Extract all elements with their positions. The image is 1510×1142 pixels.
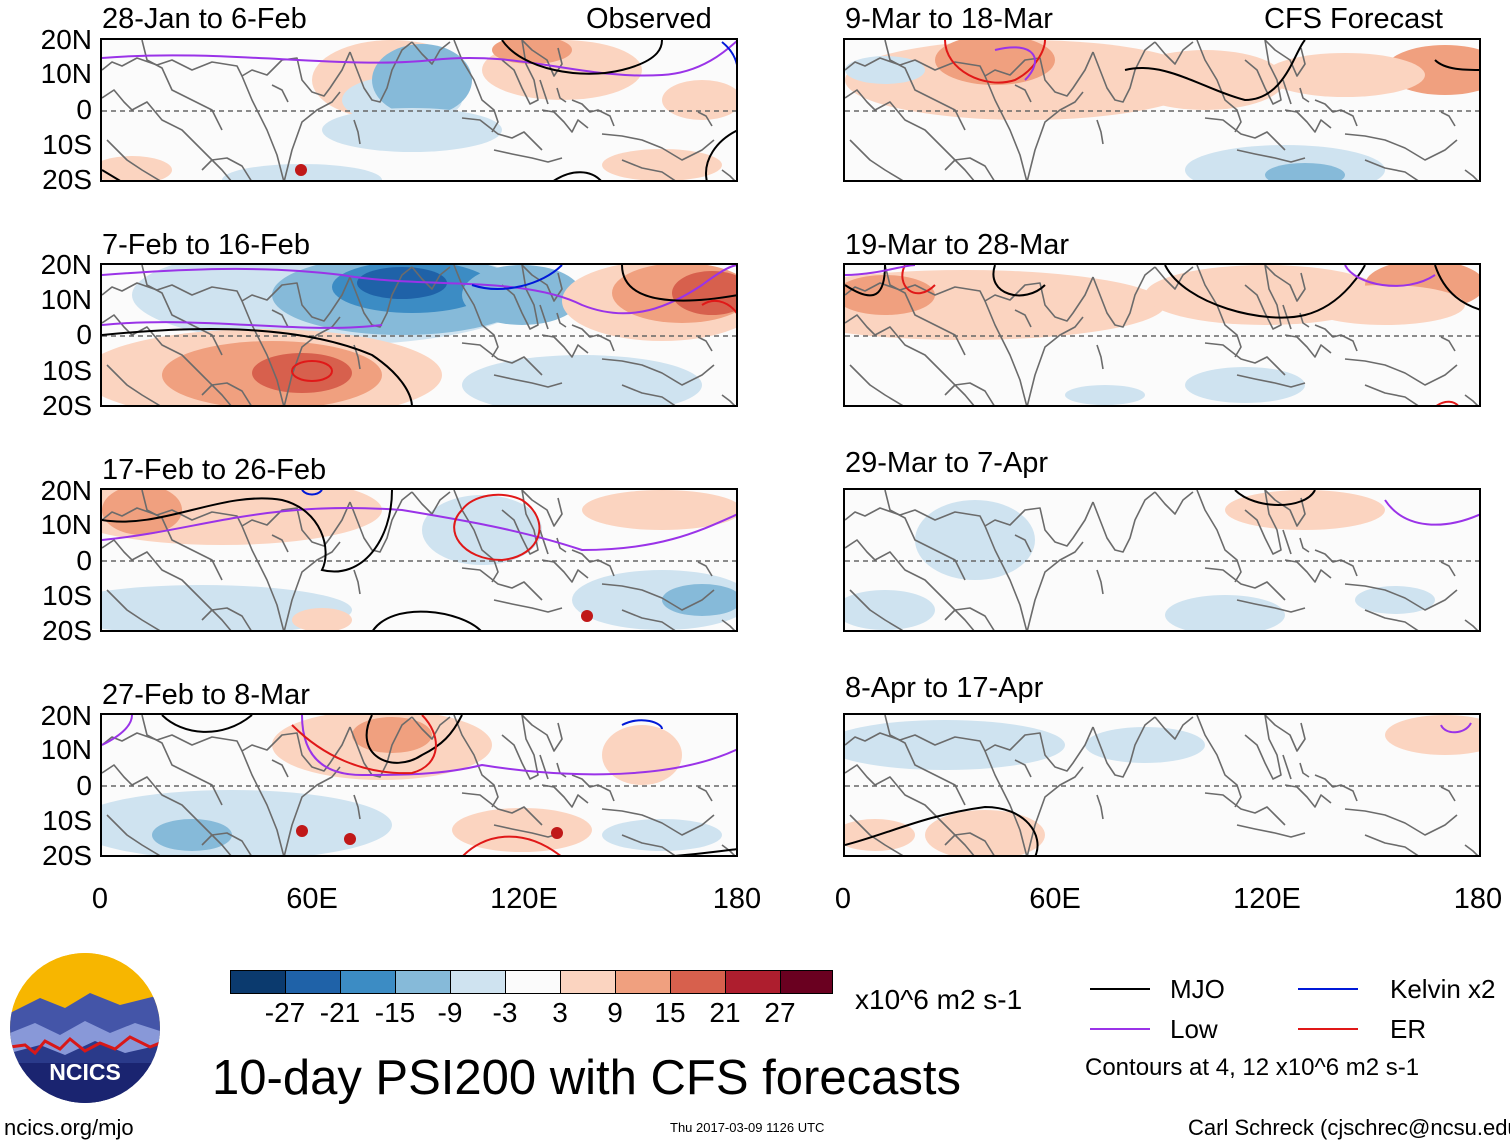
colorbar-tick: 3 xyxy=(552,997,568,1028)
observed-panel-title-1: 28-Jan to 6-Feb xyxy=(102,3,307,35)
colorbar-cell xyxy=(725,970,781,994)
lat-label-0: 0 xyxy=(76,770,92,801)
colorbar-cell xyxy=(340,970,396,994)
lat-label-20s: 20S xyxy=(42,390,92,421)
colorbar-cell xyxy=(780,970,833,994)
colorbar-tick: -3 xyxy=(492,997,518,1028)
footer-timestamp: Thu 2017-03-09 1126 UTC xyxy=(670,1120,825,1135)
lat-label-10n: 10N xyxy=(40,734,92,765)
observed-panel-title-4: 27-Feb to 8-Mar xyxy=(102,679,310,711)
observed-panel-title-3: 17-Feb to 26-Feb xyxy=(102,454,327,486)
page-title: 10-day PSI200 with CFS forecasts xyxy=(212,1051,961,1105)
observed-panel-title-2: 7-Feb to 16-Feb xyxy=(102,229,310,261)
ncics-logo-art xyxy=(10,953,160,1103)
colorbar-tick: 9 xyxy=(607,997,623,1028)
lat-label-10s: 10S xyxy=(42,805,92,836)
colorbar-tick: 21 xyxy=(709,997,741,1028)
forecast-panel-title-4: 8-Apr to 17-Apr xyxy=(845,672,1044,704)
lat-label-10s: 10S xyxy=(42,580,92,611)
colorbar-cell xyxy=(450,970,506,994)
lon-label-180: 180 xyxy=(712,883,762,915)
observed-label: Observed xyxy=(586,3,712,35)
lat-label-0: 0 xyxy=(76,94,92,125)
colorbar-tick: -15 xyxy=(374,997,416,1028)
forecast-panel-title-1: 9-Mar to 18-Mar xyxy=(845,3,1053,35)
lon-label-0: 0 xyxy=(91,883,109,915)
legend-line-mjo xyxy=(1090,988,1150,990)
map-svg-forecast-1 xyxy=(845,40,1479,180)
lon-label-180: 180 xyxy=(1453,883,1503,915)
map-svg-observed-1 xyxy=(102,40,736,180)
map-panel-observed-2 xyxy=(100,263,738,407)
map-svg-observed-4 xyxy=(102,715,736,855)
lat-label-20n: 20N xyxy=(40,475,92,506)
lat-label-20n: 20N xyxy=(40,24,92,55)
lon-label-0: 0 xyxy=(834,883,852,915)
lat-label-10n: 10N xyxy=(40,58,92,89)
lat-label-10n: 10N xyxy=(40,284,92,315)
colorbar-tick: -9 xyxy=(437,997,463,1028)
map-panel-forecast-3 xyxy=(843,488,1481,632)
footer-url[interactable]: ncics.org/mjo xyxy=(4,1115,134,1140)
legend-label-kelvin: Kelvin x2 xyxy=(1390,974,1496,1004)
legend-label-low: Low xyxy=(1170,1014,1218,1044)
lon-label-120e: 120E xyxy=(490,883,558,915)
map-svg-forecast-4 xyxy=(845,715,1479,855)
map-panel-forecast-4 xyxy=(843,713,1481,857)
map-panel-observed-3 xyxy=(100,488,738,632)
colorbar-tick: -21 xyxy=(319,997,361,1028)
lat-label-0: 0 xyxy=(76,319,92,350)
map-panel-observed-4 xyxy=(100,713,738,857)
map-panel-observed-1 xyxy=(100,38,738,182)
colorbar-cell xyxy=(560,970,616,994)
colorbar-tick: -27 xyxy=(264,997,306,1028)
colorbar-cell xyxy=(505,970,561,994)
logo-text: NCICS xyxy=(49,1059,121,1085)
footer-author: Carl Schreck (cjschrec@ncsu.edu) xyxy=(1188,1115,1510,1140)
lat-label-20n: 20N xyxy=(40,700,92,731)
map-svg-observed-3 xyxy=(102,490,736,630)
colorbar-cell xyxy=(285,970,341,994)
legend-label-er: ER xyxy=(1390,1014,1427,1044)
lat-label-20n: 20N xyxy=(40,249,92,280)
lat-label-20s: 20S xyxy=(42,164,92,195)
lat-label-10n: 10N xyxy=(40,509,92,540)
lon-label-60e: 60E xyxy=(286,883,338,915)
map-svg-observed-2 xyxy=(102,265,736,405)
lat-label-20s: 20S xyxy=(42,840,92,871)
map-svg-forecast-2 xyxy=(845,265,1479,405)
forecast-panel-title-3: 29-Mar to 7-Apr xyxy=(845,447,1049,479)
legend-note: Contours at 4, 12 x10^6 m2 s-1 xyxy=(1085,1054,1420,1081)
legend-label-mjo: MJO xyxy=(1170,974,1225,1004)
colorbar-cell xyxy=(670,970,726,994)
lat-label-10s: 10S xyxy=(42,129,92,160)
colorbar-units: x10^6 m2 s-1 xyxy=(855,984,1023,1015)
colorbar-cell xyxy=(230,970,286,994)
map-svg-forecast-3 xyxy=(845,490,1479,630)
colorbar-cell xyxy=(615,970,671,994)
lon-label-60e: 60E xyxy=(1029,883,1081,915)
colorbar-tick: 15 xyxy=(654,997,686,1028)
lon-label-120e: 120E xyxy=(1233,883,1301,915)
map-panel-forecast-1 xyxy=(843,38,1481,182)
legend-line-kelvin xyxy=(1298,988,1358,990)
map-panel-forecast-2 xyxy=(843,263,1481,407)
colorbar-tick: 27 xyxy=(764,997,796,1028)
legend-line-er xyxy=(1298,1028,1358,1030)
forecast-label: CFS Forecast xyxy=(1264,3,1443,35)
legend-line-low xyxy=(1090,1028,1150,1030)
forecast-panel-title-2: 19-Mar to 28-Mar xyxy=(845,229,1070,261)
ncics-logo: NCICS xyxy=(10,953,160,1103)
lat-label-10s: 10S xyxy=(42,355,92,386)
colorbar-cell xyxy=(395,970,451,994)
lat-label-0: 0 xyxy=(76,545,92,576)
lat-label-20s: 20S xyxy=(42,615,92,646)
